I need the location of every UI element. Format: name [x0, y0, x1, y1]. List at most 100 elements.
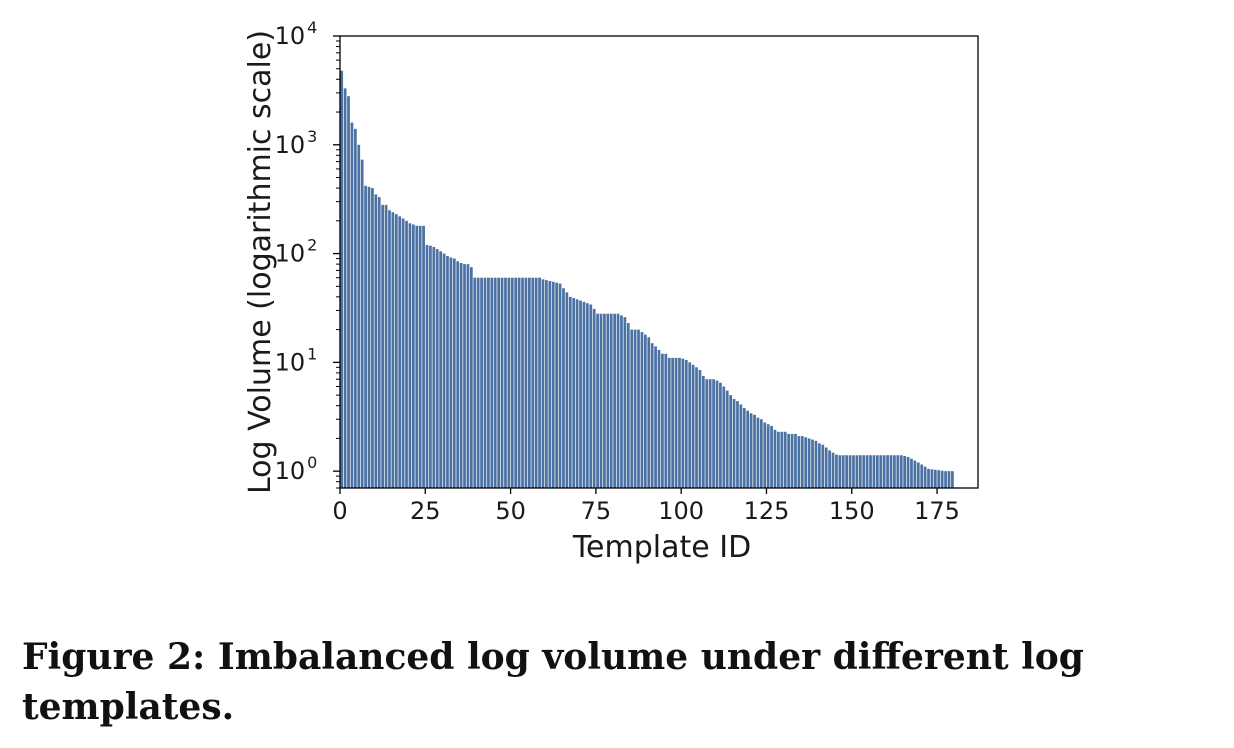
- bar: [469, 267, 473, 488]
- bar: [906, 456, 910, 488]
- bar: [527, 277, 531, 488]
- bar: [442, 253, 446, 488]
- bar: [831, 452, 835, 488]
- bar: [664, 353, 668, 488]
- bar: [626, 323, 630, 488]
- bar: [855, 455, 859, 488]
- bar: [613, 313, 617, 488]
- bar: [695, 367, 698, 488]
- bar: [913, 460, 917, 488]
- bar: [347, 96, 350, 488]
- bar: [521, 277, 524, 488]
- bar: [794, 433, 797, 488]
- bar: [671, 357, 675, 488]
- bar: [708, 379, 712, 488]
- bar: [770, 426, 773, 488]
- y-tick-label: 10 1: [275, 344, 318, 376]
- bar: [916, 462, 920, 488]
- bar: [777, 431, 780, 488]
- bar: [766, 424, 770, 488]
- bar: [804, 437, 808, 488]
- bar: [749, 413, 753, 488]
- bar: [705, 379, 709, 488]
- bar: [589, 304, 593, 488]
- bar: [394, 214, 398, 488]
- bar: [541, 279, 545, 488]
- bar: [821, 444, 825, 488]
- figure-caption: Figure 2: Imbalanced log volume under di…: [22, 636, 1084, 728]
- bar: [490, 277, 494, 488]
- bar: [862, 455, 866, 488]
- bar: [551, 281, 555, 488]
- bar: [377, 197, 381, 489]
- bar: [719, 382, 722, 488]
- bar: [425, 244, 429, 488]
- bar: [845, 455, 849, 488]
- bar: [504, 277, 507, 488]
- bar: [439, 251, 443, 488]
- bar: [524, 277, 528, 488]
- bar: [661, 353, 664, 488]
- bar: [405, 220, 408, 488]
- bar: [562, 288, 565, 488]
- bar: [606, 313, 610, 488]
- bar: [579, 300, 582, 488]
- bar: [343, 88, 347, 488]
- y-tick-label: 10 4: [275, 18, 318, 50]
- bar: [487, 277, 490, 488]
- bar: [603, 313, 606, 488]
- bar: [838, 455, 842, 488]
- bar: [480, 277, 483, 488]
- y-axis-label: Log Volume (logarithmic scale): [243, 30, 278, 494]
- bar: [534, 277, 538, 488]
- bar: [360, 159, 364, 488]
- bar: [869, 455, 872, 488]
- bar: [452, 258, 456, 488]
- bar: [643, 334, 647, 488]
- plot-frame: [339, 35, 979, 489]
- bar: [357, 144, 361, 489]
- bar: [681, 358, 685, 488]
- bar: [507, 277, 511, 488]
- bar: [483, 277, 487, 488]
- bar: [459, 262, 463, 488]
- bar: [910, 458, 913, 488]
- bar: [514, 277, 518, 488]
- bar: [408, 223, 412, 488]
- bar: [456, 261, 460, 488]
- bar: [933, 469, 937, 488]
- bar: [575, 299, 579, 488]
- bar: [886, 455, 889, 488]
- bar: [712, 379, 715, 488]
- bar: [684, 360, 688, 488]
- bar: [340, 70, 344, 489]
- bar: [852, 455, 855, 488]
- bar: [558, 283, 562, 488]
- bars-group: [340, 70, 954, 489]
- bar: [875, 455, 879, 488]
- bar: [415, 225, 419, 489]
- bar: [466, 264, 470, 488]
- bar: [418, 225, 422, 489]
- bar: [701, 375, 705, 488]
- bar: [763, 422, 767, 488]
- bar: [896, 455, 900, 488]
- bar: [923, 466, 927, 488]
- bar: [473, 277, 477, 488]
- bar: [759, 419, 763, 488]
- bar: [592, 308, 596, 488]
- bar: [596, 313, 599, 488]
- bar: [367, 186, 371, 488]
- bar: [817, 443, 821, 488]
- bar: [364, 185, 367, 488]
- bar: [411, 224, 415, 488]
- bar: [872, 455, 876, 488]
- bar: [667, 357, 671, 488]
- bar: [582, 301, 586, 488]
- bar: [555, 282, 559, 488]
- bar: [811, 439, 814, 488]
- bar: [824, 447, 828, 488]
- bar: [848, 455, 852, 488]
